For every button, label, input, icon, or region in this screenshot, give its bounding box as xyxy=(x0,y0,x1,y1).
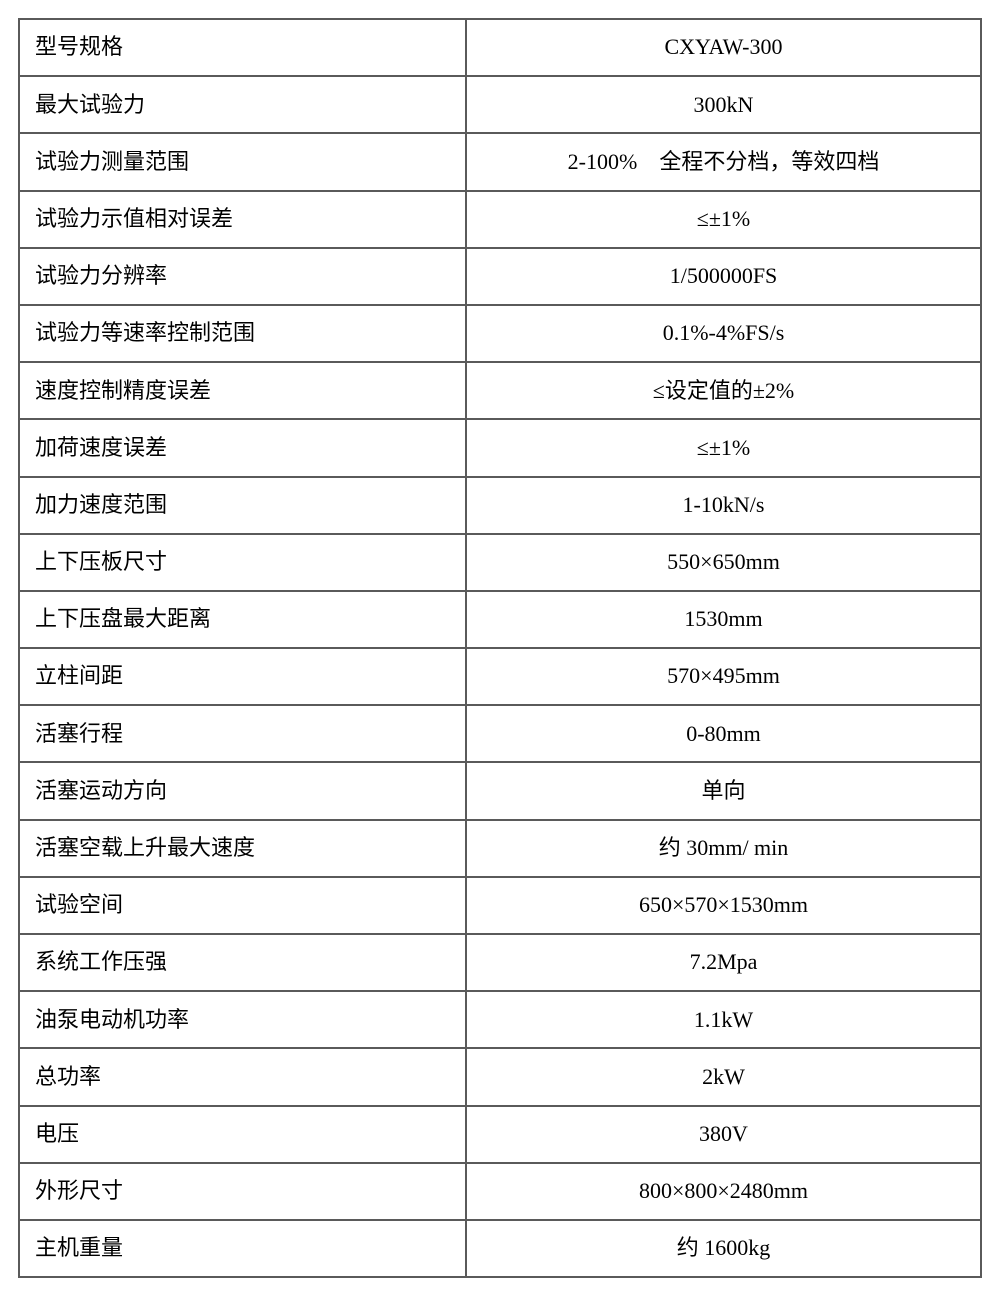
table-row: 活塞空载上升最大速度 约 30mm/ min xyxy=(20,820,980,878)
spec-label-cell: 主机重量 xyxy=(20,1220,467,1277)
table-row: 上下压盘最大距离 1530mm xyxy=(20,591,980,650)
spec-value-cell: 570×495mm xyxy=(667,663,780,689)
spec-value-cell: 550×650mm xyxy=(667,549,780,575)
table-row: 外形尺寸 800×800×2480mm xyxy=(20,1163,980,1221)
spec-value-cell: ≤设定值的±2% xyxy=(652,377,795,403)
spec-label-cell: 试验空间 xyxy=(20,877,467,933)
table-row: 试验空间 650×570×1530mm xyxy=(20,877,980,935)
table-row: 活塞运动方向 单向 xyxy=(20,763,980,821)
table-row: 最大试验力 300kN xyxy=(20,77,980,135)
spec-label-cell: 速度控制精度误差 xyxy=(20,363,467,419)
spec-value-cell: 1-10kN/s xyxy=(682,491,765,517)
table-row: 型号规格 CXYAW-300 xyxy=(20,20,980,78)
table-row: 加力速度范围 1-10kN/s xyxy=(20,477,980,535)
spec-value-cell: ≤±1% xyxy=(696,434,751,460)
spec-label-cell: 系统工作压强 xyxy=(20,935,467,991)
spec-label-cell: 加力速度范围 xyxy=(20,477,467,533)
spec-label-cell: 上下压板尺寸 xyxy=(20,534,467,590)
spec-value-cell: 0-80mm xyxy=(686,720,761,746)
spec-value-cell: 800×800×2480mm xyxy=(638,1178,809,1204)
spec-value-cell: 2-100% 全程不分档，等效四档 xyxy=(567,148,880,174)
table-row: 电压 380V xyxy=(20,1106,980,1164)
spec-value-cell: 7.2Mpa xyxy=(689,949,758,975)
spec-label-cell: 试验力测量范围 xyxy=(20,134,467,190)
spec-value-cell: 0.1%-4%FS/s xyxy=(662,320,785,346)
spec-value-cell: 约 1600kg xyxy=(676,1235,771,1261)
spec-label-cell: 立柱间距 xyxy=(20,649,467,705)
table-row: 活塞行程 0-80mm xyxy=(20,706,980,764)
spec-label-cell: 最大试验力 xyxy=(20,77,467,133)
table-row: 上下压板尺寸 550×650mm xyxy=(20,534,980,592)
spec-value-cell: 单向 xyxy=(701,777,746,803)
spec-value-cell: 300kN xyxy=(693,91,754,117)
table-row: 试验力分辨率 1/500000FS xyxy=(20,248,980,306)
spec-label-cell: 试验力分辨率 xyxy=(20,248,467,304)
spec-label-cell: 加荷速度误差 xyxy=(20,420,467,476)
spec-value-cell: 1530mm xyxy=(684,606,763,632)
table-row: 试验力等速率控制范围 0.1%-4%FS/s xyxy=(20,305,980,364)
table-row: 试验力示值相对误差 ≤±1% xyxy=(20,191,980,249)
spec-label-cell: 电压 xyxy=(20,1106,467,1162)
table-row: 主机重量 约 1600kg xyxy=(20,1220,980,1277)
spec-value-cell: 2kW xyxy=(702,1063,745,1089)
spec-label-cell: 油泵电动机功率 xyxy=(20,992,467,1048)
table-row: 油泵电动机功率 1.1kW xyxy=(20,992,980,1050)
spec-value-cell: ≤±1% xyxy=(696,205,751,231)
spec-label-cell: 活塞行程 xyxy=(20,706,467,762)
table-row: 加荷速度误差 ≤±1% xyxy=(20,420,980,478)
spec-label-cell: 总功率 xyxy=(20,1049,467,1105)
spec-value-cell: 380V xyxy=(699,1120,748,1146)
spec-value-cell: 1/500000FS xyxy=(669,263,778,289)
spec-label-cell: 型号规格 xyxy=(20,20,467,76)
spec-value-cell: 约 30mm/ min xyxy=(658,835,789,861)
table-row: 总功率 2kW xyxy=(20,1049,980,1107)
spec-label-cell: 上下压盘最大距离 xyxy=(20,591,467,648)
spec-value-cell: CXYAW-300 xyxy=(664,34,783,60)
table-row: 立柱间距 570×495mm xyxy=(20,649,980,707)
spec-value-cell: 650×570×1530mm xyxy=(638,892,809,918)
spec-label-cell: 试验力等速率控制范围 xyxy=(20,305,467,362)
spec-label-cell: 活塞空载上升最大速度 xyxy=(20,820,467,876)
specification-table: 型号规格 CXYAW-300 最大试验力 300kN 试验力测量范围 2-100… xyxy=(18,18,982,1278)
spec-label-cell: 试验力示值相对误差 xyxy=(20,191,467,247)
table-row: 试验力测量范围 2-100% 全程不分档，等效四档 xyxy=(20,134,980,192)
spec-label-cell: 活塞运动方向 xyxy=(20,763,467,819)
table-row: 速度控制精度误差 ≤设定值的±2% xyxy=(20,363,980,421)
spec-value-cell: 1.1kW xyxy=(693,1006,754,1032)
table-row: 系统工作压强 7.2Mpa xyxy=(20,935,980,993)
spec-label-cell: 外形尺寸 xyxy=(20,1163,467,1219)
